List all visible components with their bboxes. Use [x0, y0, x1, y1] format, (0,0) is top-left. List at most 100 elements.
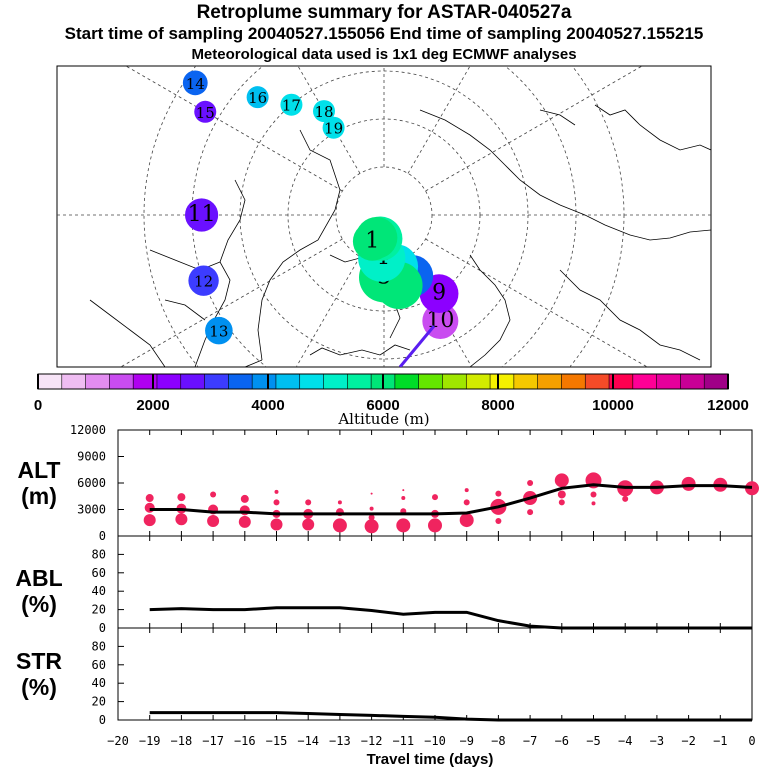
colorbar-swatch [656, 373, 682, 390]
x-tick-label: −11 [392, 734, 414, 748]
colorbar-swatch [109, 373, 134, 390]
str-series-line [149, 711, 752, 722]
y-tick-label: 80 [92, 639, 106, 653]
plume-cluster: 12 [188, 265, 219, 296]
altitude-colorbar: 0 2000 4000 6000 8000 10000 12000 [34, 373, 749, 414]
x-axis-ticks: −20 −19 −18 −17 −16 −15 −14 −13 −12 −11 −10 −9 −8 −7−… [107, 734, 755, 748]
abl-frame [117, 535, 753, 629]
x-tick-label: −15 [266, 734, 288, 748]
cluster-label: 13 [209, 323, 228, 341]
colorbar-tick-label: 8000 [481, 397, 514, 414]
str-panel-label: STR (%) [4, 648, 74, 700]
cluster-circle [188, 265, 219, 296]
altitude-marker [527, 480, 534, 486]
altitude-marker [144, 502, 155, 513]
y-tick-label: 20 [92, 695, 106, 709]
altitude-marker [370, 492, 373, 495]
colorbar-swatch [180, 373, 206, 390]
altitude-marker [302, 518, 315, 531]
y-tick-label: 60 [92, 566, 106, 580]
x-tick-label: 0 [748, 734, 755, 748]
altitude-marker [681, 476, 696, 491]
altitude-marker [591, 501, 596, 506]
colorbar-swatch [584, 373, 610, 390]
colorbar-swatch [465, 373, 491, 390]
altitude-marker [590, 491, 597, 498]
y-tick-label: 80 [92, 547, 106, 561]
altitude-marker [527, 509, 534, 516]
plume-cluster: 1 [352, 221, 392, 261]
alt-series-line [149, 483, 753, 516]
altitude-marker [273, 499, 280, 506]
altitude-marker [238, 515, 251, 528]
x-tick-label: −8 [491, 734, 505, 748]
release-point-line [398, 325, 436, 367]
y-tick-label: 9000 [77, 450, 106, 464]
x-axis-label: Travel time (days) [367, 751, 494, 768]
altitude-marker [240, 494, 249, 503]
altitude-marker [332, 518, 347, 533]
map-coastlines [89, 104, 711, 367]
cluster-circle [280, 93, 303, 116]
cluster-circle [194, 100, 217, 123]
cluster-circle [246, 86, 269, 109]
colorbar-swatch [489, 373, 515, 390]
x-tick-label: −14 [297, 734, 319, 748]
altitude-marker [459, 513, 474, 528]
colorbar-swatch [37, 373, 63, 390]
cluster-circle [313, 100, 335, 123]
cluster-label: 18 [314, 103, 333, 121]
cluster-label: 16 [248, 89, 267, 107]
colorbar-swatch [537, 373, 563, 390]
x-tick-label: −4 [618, 734, 632, 748]
altitude-marker [557, 490, 566, 499]
colorbar-swatch [204, 373, 230, 390]
colorbar-tick-label: 2000 [136, 397, 169, 414]
y-tick-label: 20 [92, 603, 106, 617]
x-tick-label: −20 [107, 734, 129, 748]
plume-cluster: 15 [194, 100, 217, 123]
y-tick-label: 40 [92, 584, 106, 598]
altitude-marker [143, 514, 156, 527]
cluster-label: 11 [188, 202, 216, 227]
x-tick-label: −16 [234, 734, 256, 748]
colorbar-swatch [85, 373, 111, 390]
altitude-marker [364, 519, 379, 534]
y-tick-label: 40 [92, 676, 106, 690]
x-tick-label: −12 [361, 734, 383, 748]
cluster-label: 17 [282, 97, 301, 115]
altitude-marker [270, 518, 283, 531]
polar-map: 19181716151413121110987654321 [56, 65, 712, 368]
colorbar-tick-label: 10000 [592, 397, 634, 414]
str-label-top: STR [16, 648, 62, 674]
cluster-circle [322, 116, 345, 139]
x-tick-label: −6 [555, 734, 569, 748]
sampling-times: Start time of sampling 20040527.155056 E… [64, 24, 704, 43]
colorbar-tick-label: 0 [34, 397, 42, 414]
str-frame [117, 627, 753, 721]
colorbar-swatch [61, 373, 87, 390]
altitude-marker [368, 514, 375, 521]
abl-series-line [149, 606, 752, 630]
y-tick-label: 12000 [70, 423, 106, 437]
colorbar-swatch [632, 373, 658, 390]
colorbar-tick-label: 6000 [366, 397, 399, 414]
y-tick-label: 0 [99, 621, 106, 635]
alt-label-top: ALT [17, 457, 61, 483]
y-tick-label: 0 [99, 529, 106, 543]
x-tick-label: −18 [171, 734, 193, 748]
altitude-marker [210, 491, 217, 498]
cluster-label: 15 [196, 104, 215, 122]
altitude-marker [464, 488, 469, 493]
colorbar-swatch [156, 373, 182, 390]
y-tick-label: 3000 [77, 503, 106, 517]
x-tick-label: −1 [713, 734, 727, 748]
met-data-note: Meteorological data used is 1x1 deg ECMW… [191, 46, 577, 63]
altitude-marker [401, 496, 406, 501]
colorbar-label: Altitude (m) [337, 410, 429, 428]
cluster-circle [205, 316, 233, 345]
x-tick-label: −7 [523, 734, 537, 748]
cluster-label: 14 [186, 75, 205, 93]
colorbar-swatch [680, 373, 706, 390]
